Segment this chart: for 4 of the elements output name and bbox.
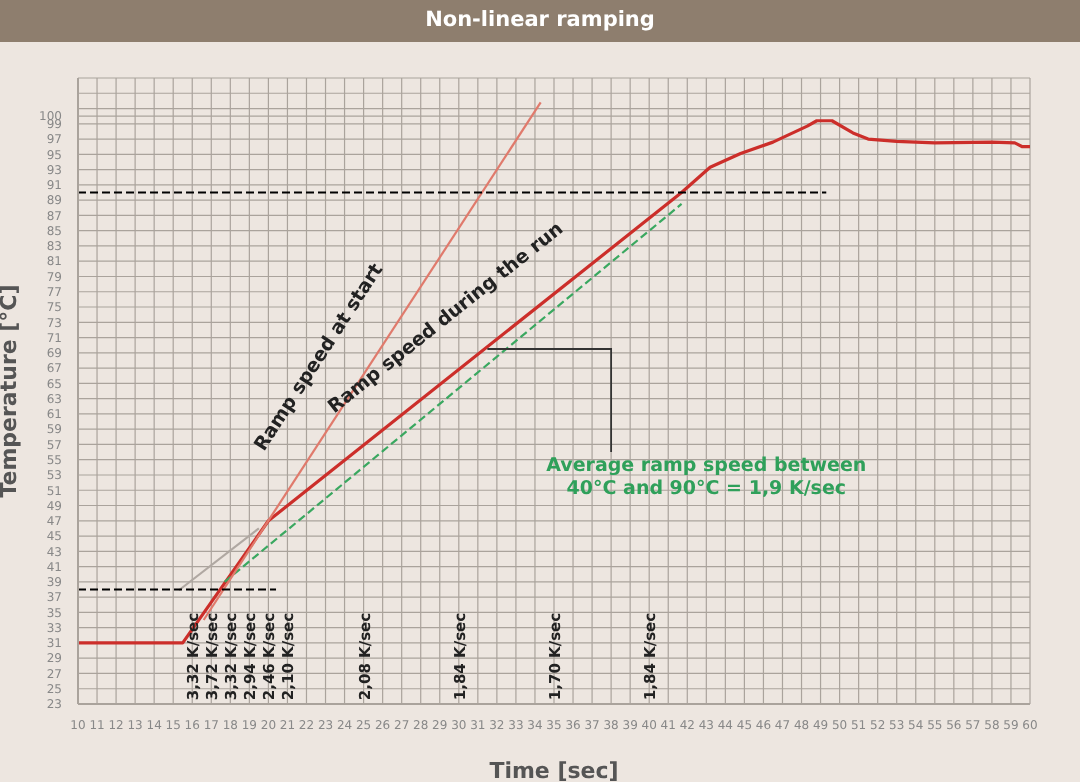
chart-title: Non-linear ramping [0,0,1080,42]
x-axis-title: Time [sec] [489,758,619,782]
annotation: Average ramp speed between 40°C and 90°C = 1,9 K/sec [546,455,867,500]
y-axis-title: Temperature [°C] [0,284,22,498]
